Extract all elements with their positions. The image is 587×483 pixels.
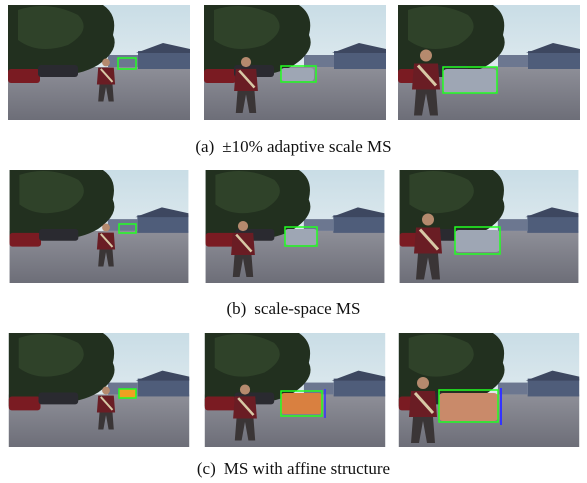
- frame: [206, 170, 385, 283]
- caption-text: ±10% adaptive scale MS: [222, 137, 391, 156]
- frame: [8, 5, 190, 120]
- frame: [10, 170, 189, 283]
- caption: (c) MS with affine structure: [0, 459, 587, 479]
- caption-label: (a): [195, 137, 214, 156]
- frame: [398, 5, 580, 120]
- caption: (a) ±10% adaptive scale MS: [0, 137, 587, 157]
- frame: [205, 333, 385, 447]
- caption: (b) scale-space MS: [0, 299, 587, 319]
- caption-text: MS with affine structure: [224, 459, 390, 478]
- caption-label: (c): [197, 459, 216, 478]
- frame: [400, 170, 579, 283]
- caption-label: (b): [226, 299, 246, 318]
- figure: (a) ±10% adaptive scale MS (b) scale-space…: [0, 0, 587, 483]
- frame: [204, 5, 386, 120]
- frame: [399, 333, 579, 447]
- image-grid: [0, 0, 587, 483]
- frame: [9, 333, 189, 447]
- caption-text: scale-space MS: [254, 299, 360, 318]
